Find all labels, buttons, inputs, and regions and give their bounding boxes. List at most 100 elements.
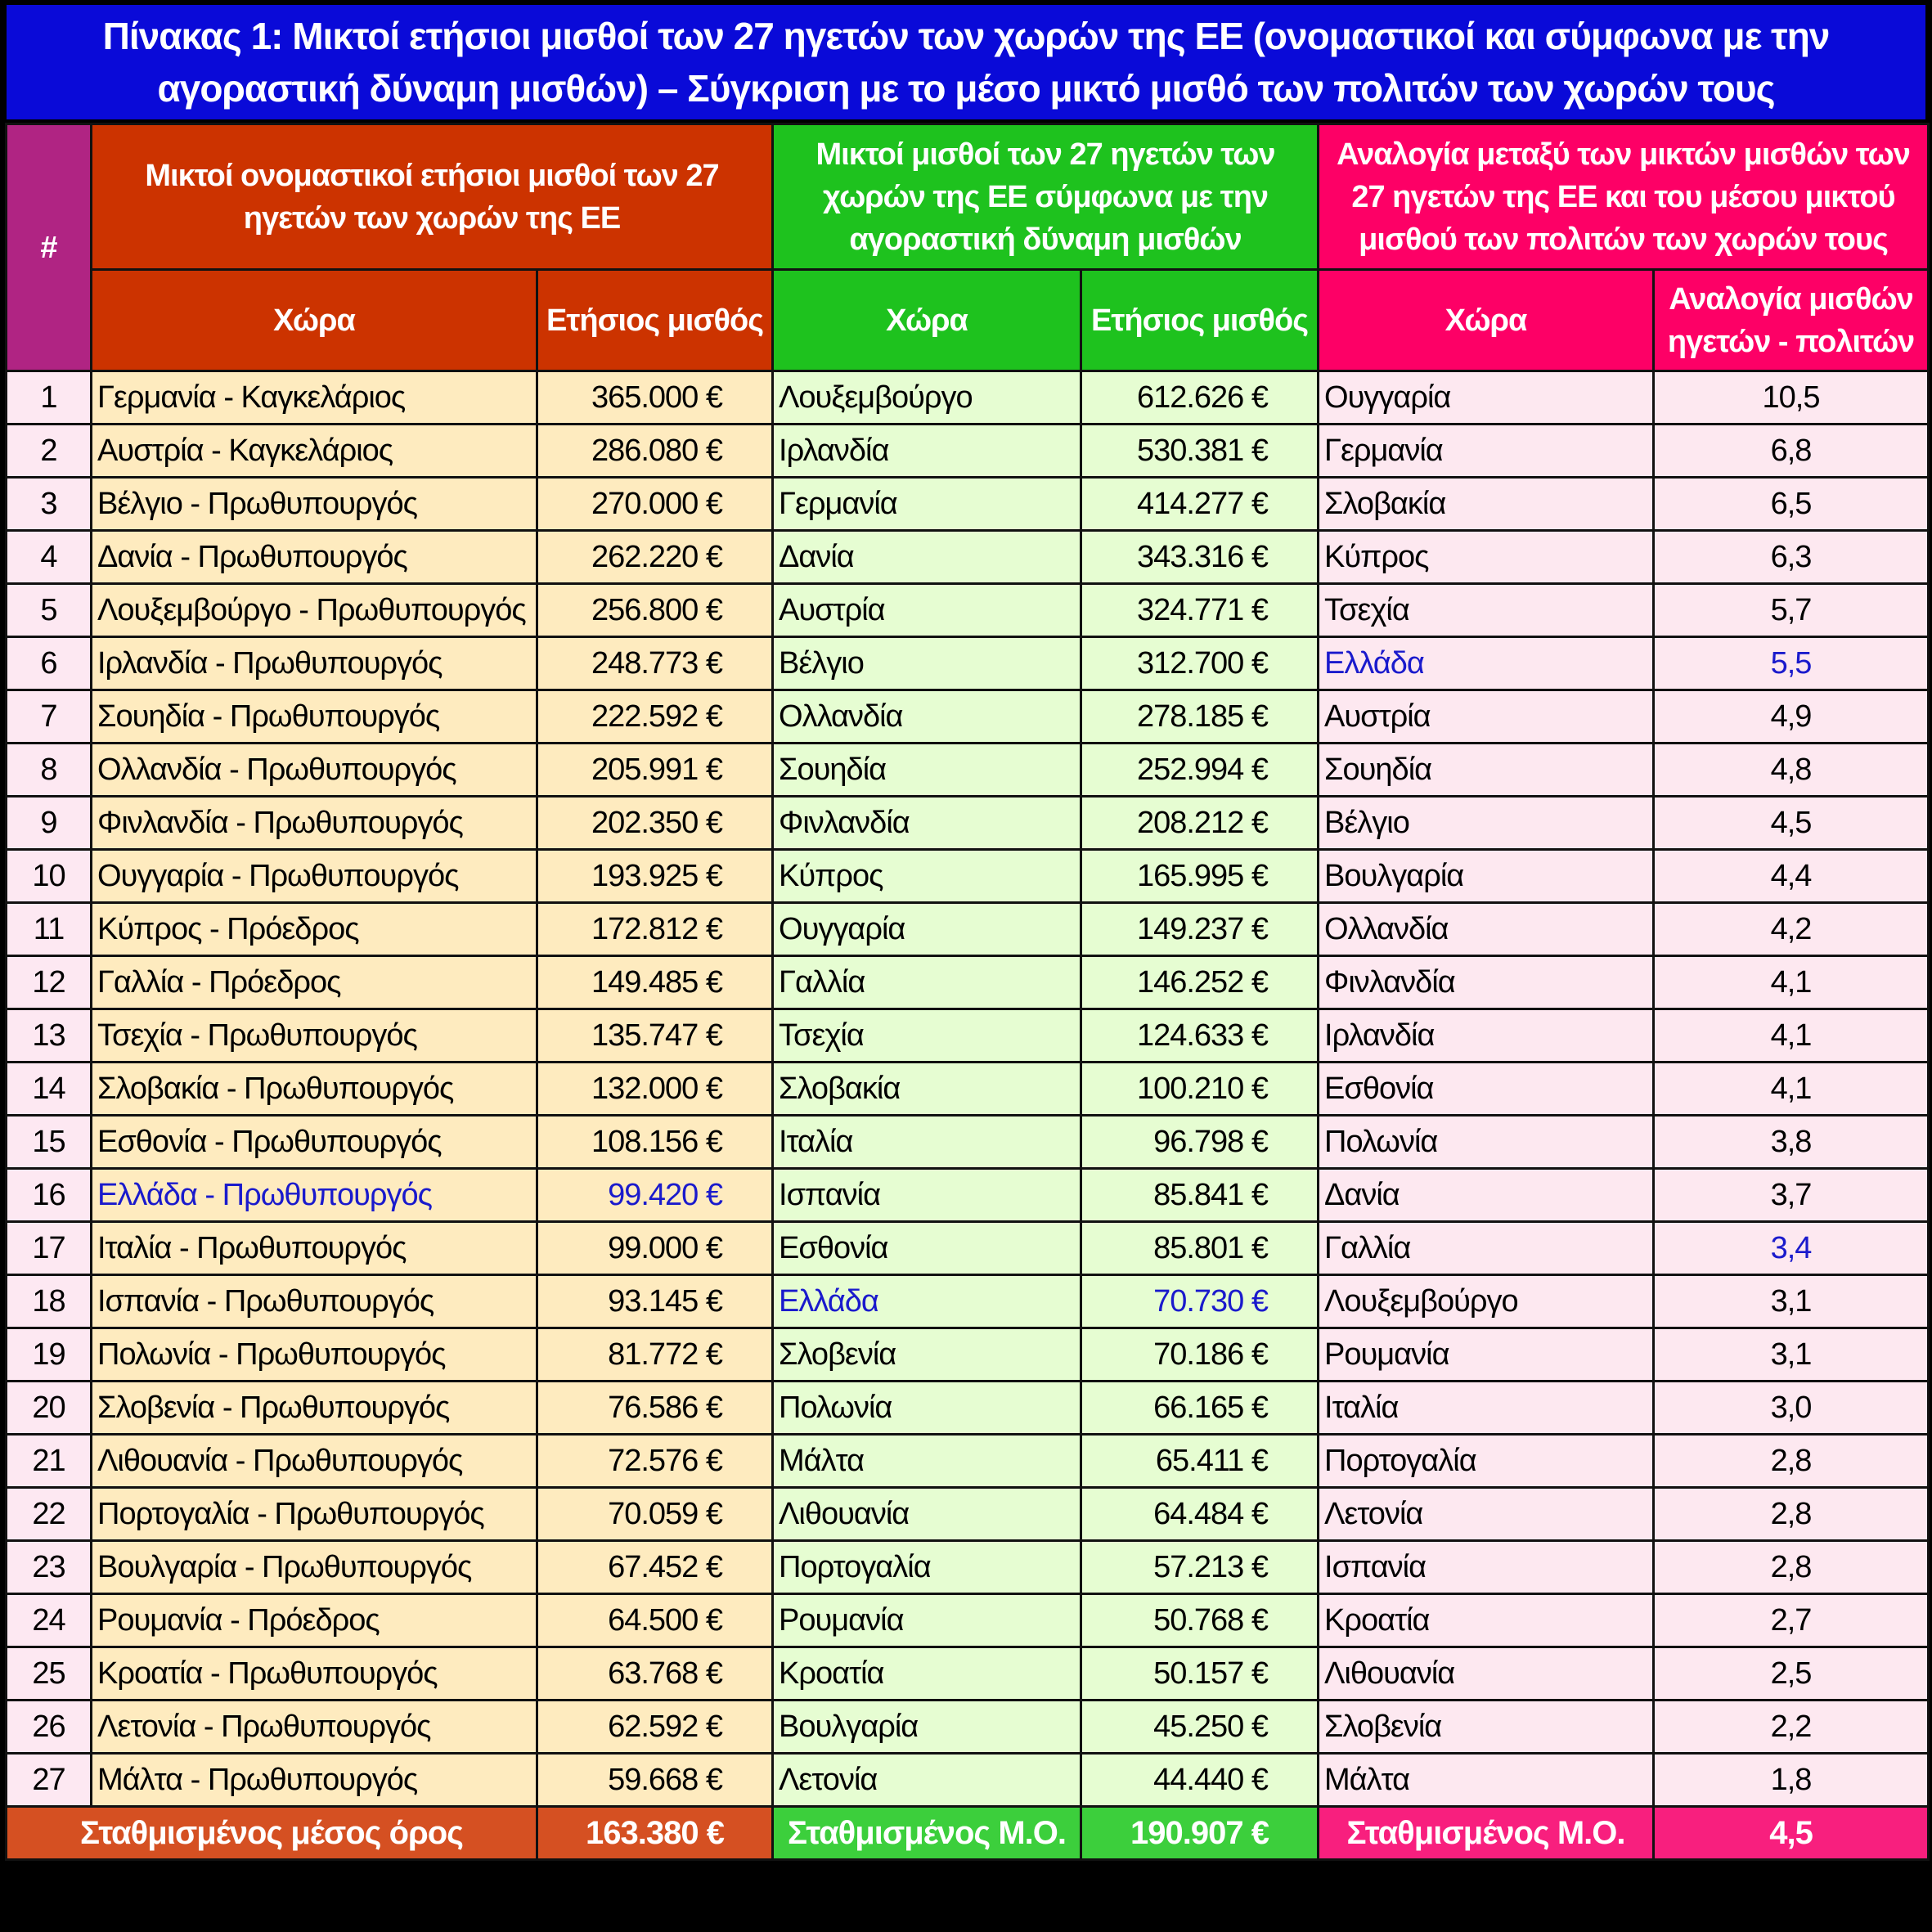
leader-salary: 172.812 € (535, 901, 775, 957)
row-number: 21 (5, 1433, 92, 1489)
row-number: 20 (5, 1380, 92, 1436)
ppp-country: Ολλανδία (771, 689, 1083, 744)
row-number: 11 (5, 901, 92, 957)
leader-country: Ισπανία - Πρωθυπουργός (90, 1274, 538, 1329)
row-number: 8 (5, 742, 92, 798)
leader-salary: 222.592 € (535, 689, 775, 744)
ratio-value: 6,3 (1652, 529, 1930, 585)
row-number: 2 (5, 423, 92, 479)
table-row: 6 Ιρλανδία - Πρωθυπουργός 248.773 € Βέλγιο 3… (5, 636, 1930, 691)
ppp-salary: 65.411 € (1080, 1433, 1320, 1489)
ratio-country: Πολωνία (1317, 1114, 1656, 1170)
ppp-salary: 252.994 € (1080, 742, 1320, 798)
ratio-value: 5,7 (1652, 582, 1930, 638)
ratio-country: Ελλάδα (1317, 636, 1656, 691)
leader-salary: 67.452 € (535, 1539, 775, 1595)
leader-country: Ιρλανδία - Πρωθυπουργός (90, 636, 538, 691)
ppp-salary: 149.237 € (1080, 901, 1320, 957)
ratio-country: Τσεχία (1317, 582, 1656, 638)
ppp-salary: 100.210 € (1080, 1061, 1320, 1117)
leader-salary: 205.991 € (535, 742, 775, 798)
salary-table: # Μικτοί ονομαστικοί ετήσιοι μισθοί των … (5, 123, 1930, 1861)
header-group-ratio: Αναλογία μεταξύ των μικτών μισθών των 27… (1317, 123, 1930, 271)
leader-country: Ρουμανία - Πρόεδρος (90, 1593, 538, 1648)
ratio-country: Ουγγαρία (1317, 370, 1656, 425)
row-number: 18 (5, 1274, 92, 1329)
ppp-country: Βέλγιο (771, 636, 1083, 691)
table-row: 20 Σλοβενία - Πρωθυπουργός 76.586 € Πολωνία… (5, 1380, 1930, 1436)
ratio-country: Ολλανδία (1317, 901, 1656, 957)
row-number: 4 (5, 529, 92, 585)
leader-country: Μάλτα - Πρωθυπουργός (90, 1752, 538, 1808)
header-group-ppp: Μικτοί μισθοί των 27 ηγετών των χωρών τη… (771, 123, 1320, 271)
row-number: 23 (5, 1539, 92, 1595)
leader-country: Βουλγαρία - Πρωθυπουργός (90, 1539, 538, 1595)
ppp-salary: 146.252 € (1080, 955, 1320, 1010)
ratio-value: 1,8 (1652, 1752, 1930, 1808)
ratio-country: Λουξεμβούργο (1317, 1274, 1656, 1329)
row-number: 14 (5, 1061, 92, 1117)
row-number: 7 (5, 689, 92, 744)
ppp-country: Ελλάδα (771, 1274, 1083, 1329)
leader-country: Εσθονία - Πρωθυπουργός (90, 1114, 538, 1170)
header-salary-b: Ετήσιος μισθός (1080, 268, 1320, 372)
leader-country: Ουγγαρία - Πρωθυπουργός (90, 848, 538, 904)
leader-country: Βέλγιο - Πρωθυπουργός (90, 476, 538, 532)
ppp-salary: 343.316 € (1080, 529, 1320, 585)
row-number: 9 (5, 795, 92, 851)
header-group-nominal: Μικτοί ονομαστικοί ετήσιοι μισθοί των 27… (89, 123, 775, 271)
ratio-country: Βέλγιο (1317, 795, 1656, 851)
header-ratio: Αναλογία μισθών ηγετών - πολιτών (1652, 268, 1930, 372)
ratio-value: 2,8 (1652, 1539, 1930, 1595)
ppp-country: Αυστρία (771, 582, 1083, 638)
ppp-country: Πορτογαλία (771, 1539, 1083, 1595)
ratio-value: 4,1 (1652, 1061, 1930, 1117)
ratio-value: 3,1 (1652, 1274, 1930, 1329)
leader-salary: 202.350 € (535, 795, 775, 851)
table-row: 7 Σουηδία - Πρωθυπουργός 222.592 € Ολλανδία… (5, 689, 1930, 744)
ratio-value: 10,5 (1652, 370, 1930, 425)
table-row: 10 Ουγγαρία - Πρωθυπουργός 193.925 € Κύπρος… (5, 848, 1930, 904)
leader-salary: 99.420 € (535, 1167, 775, 1223)
ppp-country: Σλοβενία (771, 1327, 1083, 1382)
table-row: 13 Τσεχία - Πρωθυπουργός 135.747 € Τσεχία 12… (5, 1008, 1930, 1063)
leader-salary: 193.925 € (535, 848, 775, 904)
ratio-country: Γαλλία (1317, 1220, 1656, 1276)
row-number: 24 (5, 1593, 92, 1648)
header-country-a: Χώρα (90, 268, 538, 372)
ratio-country: Αυστρία (1317, 689, 1656, 744)
leader-salary: 64.500 € (535, 1593, 775, 1648)
ppp-salary: 50.768 € (1080, 1593, 1320, 1648)
row-number: 13 (5, 1008, 92, 1063)
table-row: 18 Ισπανία - Πρωθυπουργός 93.145 € Ελλάδα 70… (5, 1274, 1930, 1329)
row-number: 27 (5, 1752, 92, 1808)
table-row: 3 Βέλγιο - Πρωθυπουργός 270.000 € Γερμανία 4… (5, 476, 1930, 532)
ratio-country: Σλοβακία (1317, 476, 1656, 532)
row-number: 26 (5, 1699, 92, 1755)
table-row: 26 Λετονία - Πρωθυπουργός 62.592 € Βουλγαρί… (5, 1699, 1930, 1755)
ppp-country: Ιταλία (771, 1114, 1083, 1170)
ppp-salary: 70.730 € (1080, 1274, 1320, 1329)
ppp-salary: 96.798 € (1080, 1114, 1320, 1170)
ratio-country: Ρουμανία (1317, 1327, 1656, 1382)
row-number: 17 (5, 1220, 92, 1276)
table-row: 17 Ιταλία - Πρωθυπουργός 99.000 € Εσθονία 85… (5, 1220, 1930, 1276)
leader-country: Ιταλία - Πρωθυπουργός (90, 1220, 538, 1276)
ppp-country: Βουλγαρία (771, 1699, 1083, 1755)
footer-value-b: 190.907 € (1080, 1805, 1320, 1861)
leader-country: Ελλάδα - Πρωθυπουργός (90, 1167, 538, 1223)
ppp-country: Λουξεμβούργο (771, 370, 1083, 425)
ratio-country: Κύπρος (1317, 529, 1656, 585)
table-row: 4 Δανία - Πρωθυπουργός 262.220 € Δανία 343.3… (5, 529, 1930, 585)
table-title: Πίνακας 1: Μικτοί ετήσιοι μισθοί των 27 … (7, 5, 1925, 119)
ratio-country: Γερμανία (1317, 423, 1656, 479)
ratio-country: Δανία (1317, 1167, 1656, 1223)
ppp-country: Πολωνία (771, 1380, 1083, 1436)
table-row: 15 Εσθονία - Πρωθυπουργός 108.156 € Ιταλία 9… (5, 1114, 1930, 1170)
ppp-salary: 85.801 € (1080, 1220, 1320, 1276)
table-row: 8 Ολλανδία - Πρωθυπουργός 205.991 € Σουηδία… (5, 742, 1930, 798)
ratio-value: 2,2 (1652, 1699, 1930, 1755)
table-row: 19 Πολωνία - Πρωθυπουργός 81.772 € Σλοβενία… (5, 1327, 1930, 1382)
header-number: # (5, 123, 92, 372)
leader-salary: 72.576 € (535, 1433, 775, 1489)
